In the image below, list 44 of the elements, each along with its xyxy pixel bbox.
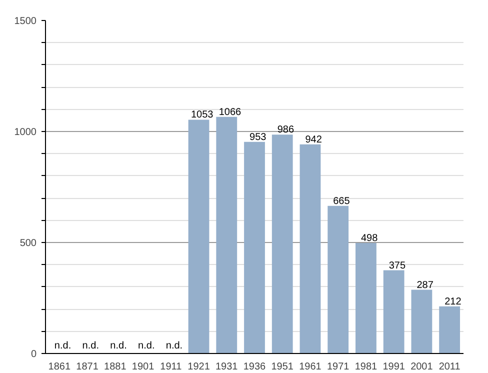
x-tick-label: 1936 — [243, 362, 266, 372]
data-label: 665 — [333, 196, 350, 207]
y-tick-label: 1000 — [14, 127, 37, 138]
bar — [411, 290, 432, 354]
x-tick-label: 1911 — [160, 362, 182, 372]
bar — [300, 144, 321, 354]
x-tick-label: 1861 — [48, 362, 71, 372]
bar — [188, 120, 210, 354]
x-tick-label: 1991 — [382, 362, 406, 372]
bar — [244, 142, 265, 354]
y-tick-label: 0 — [30, 349, 37, 360]
data-label: 942 — [305, 134, 322, 146]
bar — [328, 206, 349, 354]
data-label: 498 — [360, 232, 378, 244]
data-label: 1053 — [190, 110, 214, 121]
x-tick-label: 1881 — [104, 362, 127, 372]
text: n.d. — [82, 340, 99, 352]
bar — [439, 306, 460, 354]
bar — [383, 270, 404, 354]
x-tick-label: 1921 — [188, 362, 210, 372]
x-tick-label: 2011 — [438, 362, 461, 372]
data-label: 953 — [250, 132, 267, 143]
x-tick-label: 1971 — [326, 362, 350, 372]
data-label: 1066 — [218, 106, 242, 118]
data-label: 375 — [388, 260, 406, 272]
data-label: 986 — [277, 124, 294, 136]
x-tick-label: 1931 — [216, 362, 238, 372]
x-tick-label: 1961 — [299, 362, 322, 372]
x-tick-label: 1871 — [76, 362, 99, 372]
x-tick-label: 2001 — [410, 362, 434, 372]
text: n.d. — [138, 340, 155, 352]
text: n.d. — [110, 340, 127, 352]
data-label: 287 — [416, 280, 434, 291]
x-tick-label: 1901 — [132, 362, 155, 372]
data-label: 212 — [444, 296, 462, 308]
bar — [272, 134, 293, 354]
bar — [356, 242, 376, 354]
y-tick-label: 1500 — [14, 16, 37, 27]
text: n.d. — [166, 340, 183, 352]
bar — [216, 116, 238, 354]
x-tick-label: 1981 — [354, 362, 378, 372]
text: n.d. — [54, 340, 72, 352]
y-tick-label: 500 — [20, 238, 37, 249]
x-tick-label: 1951 — [271, 362, 294, 372]
